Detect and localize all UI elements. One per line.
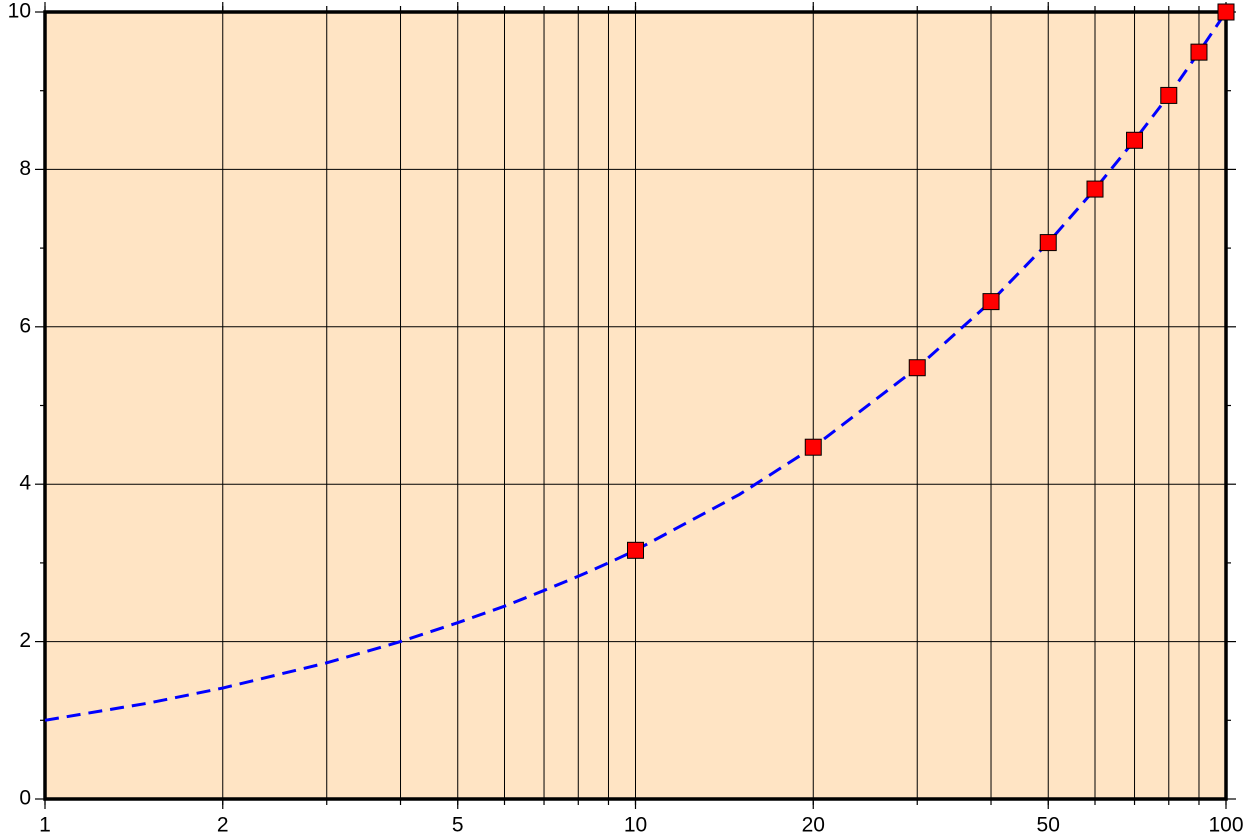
x-tick-label: 20 [802,814,825,837]
x-tick-label: 2 [217,814,229,837]
marker [1086,180,1104,198]
marker [804,438,822,456]
y-tick-label: 2 [19,629,31,652]
marker [908,359,926,377]
x-tick-label: 50 [1037,814,1060,837]
marker [627,541,644,559]
marker [1217,3,1235,21]
x-tick-label: 10 [624,814,647,837]
marker [1126,131,1144,149]
y-tick-label: 6 [19,314,31,337]
x-tick-label: 100 [1208,814,1243,837]
y-tick-label: 8 [19,157,31,180]
x-tick-label: 5 [452,814,464,837]
marker [1039,234,1057,252]
marker [1160,86,1178,104]
marker [1190,43,1208,61]
y-tick-label: 0 [19,787,31,810]
plot-frame [43,10,1228,801]
marker [982,293,1000,311]
y-tick-label: 10 [8,0,31,23]
y-tick-label: 4 [19,472,31,495]
x-tick-label: 1 [39,814,51,837]
